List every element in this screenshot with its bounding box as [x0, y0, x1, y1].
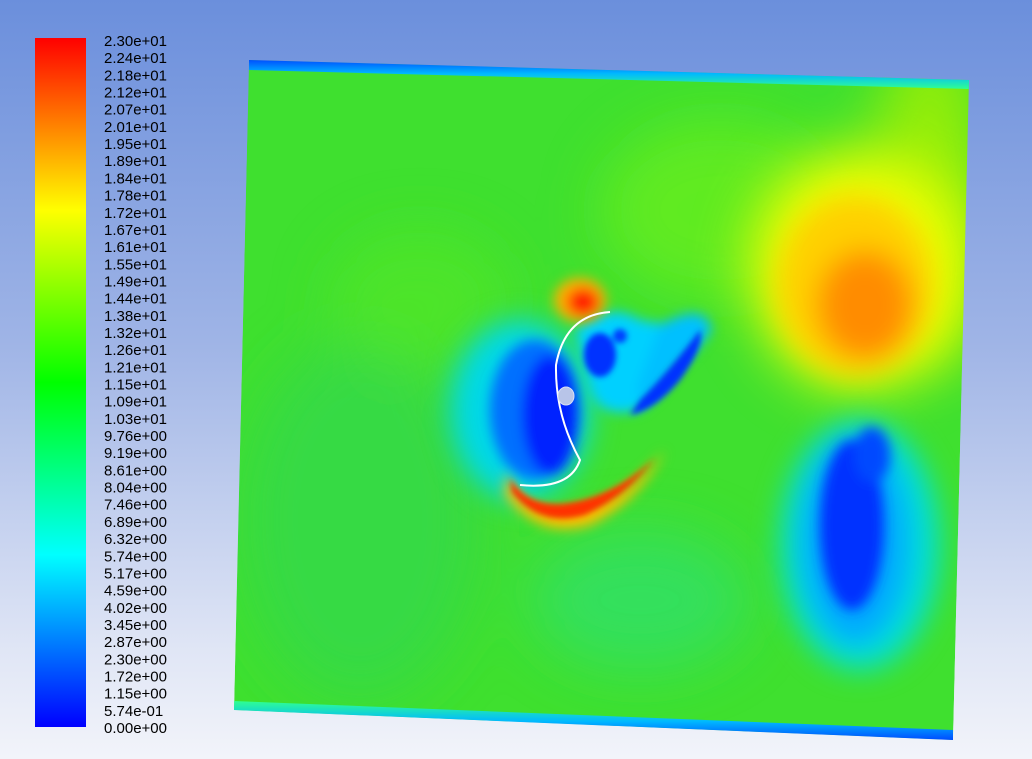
colorbar-tick-label: 1.03e+01	[104, 411, 167, 428]
colorbar-tick-label: 8.61e+00	[104, 462, 167, 479]
colorbar-tick-label: 2.18e+01	[104, 67, 167, 84]
colorbar-tick-label: 1.26e+01	[104, 342, 167, 359]
colorbar-tick-label: 1.49e+01	[104, 273, 167, 290]
colorbar-tick-label: 5.17e+00	[104, 565, 167, 582]
colorbar-tick-label: 5.74e-01	[104, 703, 163, 720]
colorbar-tick-label: 1.61e+01	[104, 239, 167, 256]
colorbar-tick-label: 2.87e+00	[104, 634, 167, 651]
colorbar-tick-label: 2.30e+00	[104, 651, 167, 668]
colorbar	[35, 38, 86, 727]
colorbar-tick-label: 1.78e+01	[104, 188, 167, 205]
colorbar-tick-label: 6.89e+00	[104, 514, 167, 531]
rotor-blade	[519, 311, 611, 487]
colorbar-labels: 2.30e+012.24e+012.18e+012.12e+012.07e+01…	[104, 33, 167, 737]
colorbar-tick-label: 1.55e+01	[104, 256, 167, 273]
colorbar-tick-label: 1.44e+01	[104, 291, 167, 308]
colorbar-tick-label: 1.09e+01	[104, 394, 167, 411]
colorbar-tick-label: 1.38e+01	[104, 308, 167, 325]
colorbar-tick-label: 8.04e+00	[104, 480, 167, 497]
colorbar-tick-label: 0.00e+00	[104, 720, 167, 737]
colorbar-tick-label: 2.30e+01	[104, 33, 167, 50]
colorbar-tick-label: 1.89e+01	[104, 153, 167, 170]
colorbar-tick-label: 5.74e+00	[104, 548, 167, 565]
colorbar-tick-label: 9.19e+00	[104, 445, 167, 462]
colorbar-tick-label: 4.02e+00	[104, 600, 167, 617]
colorbar-tick-label: 1.15e+01	[104, 377, 167, 394]
colorbar-tick-label: 2.24e+01	[104, 50, 167, 67]
colorbar-tick-label: 1.84e+01	[104, 170, 167, 187]
colorbar-tick-label: 6.32e+00	[104, 531, 167, 548]
colorbar-tick-label: 1.21e+01	[104, 359, 167, 376]
colorbar-tick-label: 2.07e+01	[104, 102, 167, 119]
colorbar-tick-label: 1.95e+01	[104, 136, 167, 153]
colorbar-tick-label: 3.45e+00	[104, 617, 167, 634]
colorbar-tick-label: 2.01e+01	[104, 119, 167, 136]
colorbar-tick-label: 1.32e+01	[104, 325, 167, 342]
colorbar-tick-label: 1.15e+00	[104, 686, 167, 703]
colorbar-tick-label: 1.67e+01	[104, 222, 167, 239]
colorbar-tick-label: 9.76e+00	[104, 428, 167, 445]
contour-field	[234, 60, 969, 740]
colorbar-tick-label: 1.72e+01	[104, 205, 167, 222]
colorbar-tick-label: 1.72e+00	[104, 668, 167, 685]
rotor-hub	[557, 386, 575, 406]
colorbar-tick-label: 2.12e+01	[104, 85, 167, 102]
colorbar-tick-label: 7.46e+00	[104, 497, 167, 514]
colorbar-tick-label: 4.59e+00	[104, 583, 167, 600]
